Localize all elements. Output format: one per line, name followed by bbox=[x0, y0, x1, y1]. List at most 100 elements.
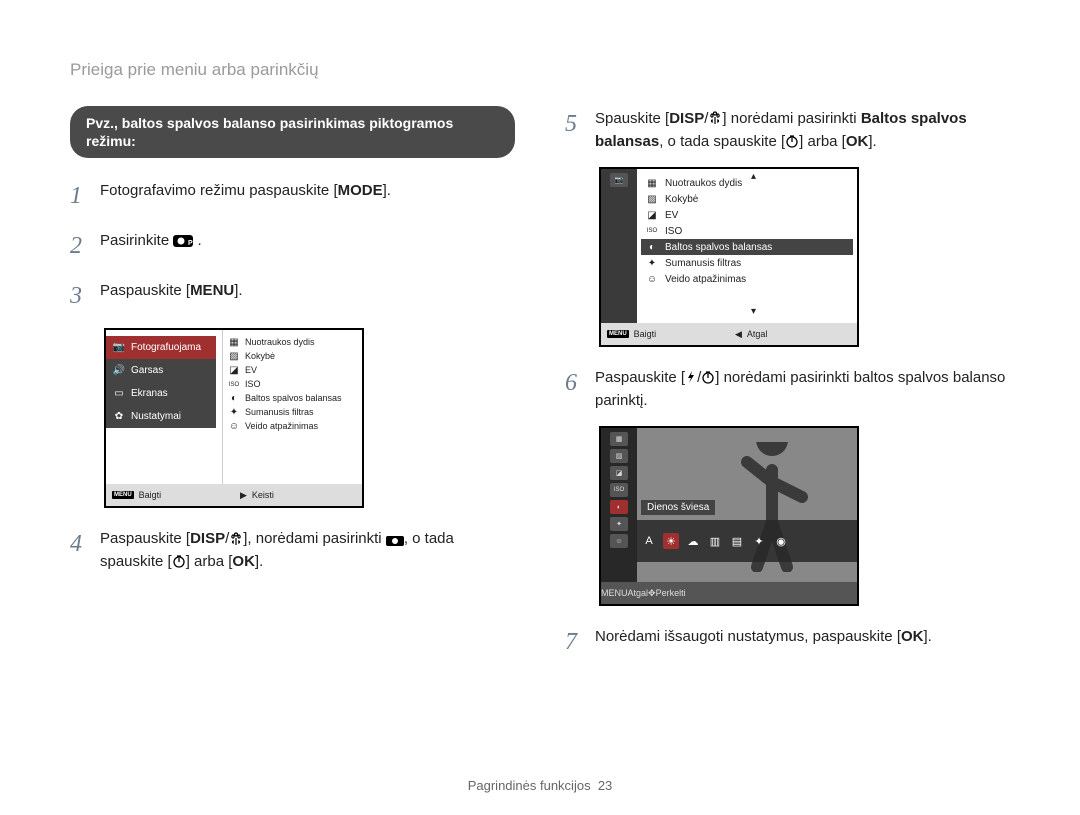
face-icon: ☺ bbox=[645, 273, 659, 285]
step-7: 7 Norėdami išsaugoti nustatymus, paspaus… bbox=[565, 624, 1010, 660]
list-item: ◪EV bbox=[641, 207, 853, 223]
flower-icon bbox=[708, 111, 722, 125]
wb-fluorescent-h-icon: ▥ bbox=[707, 533, 723, 549]
mode-button-label: MODE bbox=[338, 180, 383, 203]
right-arrow-icon: ▶ bbox=[240, 490, 247, 501]
disp-button-label: DISP bbox=[669, 108, 704, 131]
timer-icon bbox=[785, 134, 799, 148]
iso-icon: ISO bbox=[645, 225, 659, 237]
step-num: 4 bbox=[70, 526, 100, 562]
step-body: Pasirinkite P . bbox=[100, 228, 515, 253]
list-item-selected: ◐Baltos spalvos balansas bbox=[641, 239, 853, 255]
ev-icon: ◪ bbox=[227, 365, 241, 377]
step-body: Paspauskite [/] norėdami pasirinkti balt… bbox=[595, 365, 1010, 412]
left-arrow-icon: ◀ bbox=[735, 329, 742, 340]
timer-icon bbox=[172, 554, 186, 568]
quality-icon: ▨ bbox=[610, 449, 628, 463]
wb-icon-selected: ◐ bbox=[610, 500, 628, 514]
step-num: 1 bbox=[70, 178, 100, 214]
step-4: 4 Paspauskite [DISP/], norėdami pasirink… bbox=[70, 526, 515, 573]
step-2: 2 Pasirinkite P . bbox=[70, 228, 515, 264]
menu-sidebar: 📷Fotografuojama 🔊Garsas ▭Ekranas ✿Nustat… bbox=[106, 330, 216, 485]
wb-options: A ☀ ☁ ▥ ▤ ✦ ◉ bbox=[637, 520, 857, 562]
camera-screen-submenu: ▴ 📷 ▦Nuotraukos dydis ▨Kokybė ◪EV ISOISO… bbox=[599, 167, 859, 347]
step-body: Norėdami išsaugoti nustatymus, paspauski… bbox=[595, 624, 1010, 649]
ok-button-label: OK bbox=[846, 131, 869, 154]
step-body: Spauskite [DISP/] norėdami pasirinkti Ba… bbox=[595, 106, 1010, 153]
wb-current-label: Dienos šviesa bbox=[641, 500, 715, 515]
step-body: Fotografavimo režimu paspauskite [MODE]. bbox=[100, 178, 515, 203]
page-footer: Pagrindinės funkcijos 23 bbox=[0, 778, 1080, 793]
step-3: 3 Paspauskite [MENU]. bbox=[70, 278, 515, 314]
face-icon: ☺ bbox=[227, 421, 241, 433]
step-num: 6 bbox=[565, 365, 595, 401]
wb-fluorescent-l-icon: ▤ bbox=[729, 533, 745, 549]
screen-footer: MENUBaigti ▶Keisti bbox=[106, 484, 362, 506]
down-arrow-icon: ▾ bbox=[751, 306, 756, 317]
step-num: 7 bbox=[565, 624, 595, 660]
step-num: 2 bbox=[70, 228, 100, 264]
example-banner: Pvz., baltos spalvos balanso pasirinkima… bbox=[70, 106, 515, 158]
gear-icon: ✿ bbox=[112, 411, 126, 423]
iso-icon: ISO bbox=[610, 483, 628, 497]
ok-button-label: OK bbox=[901, 626, 924, 649]
columns: Pvz., baltos spalvos balanso pasirinkima… bbox=[70, 106, 1010, 674]
screen-footer: MENUBaigti ◀Atgal bbox=[601, 323, 857, 345]
step-1: 1 Fotografavimo režimu paspauskite [MODE… bbox=[70, 178, 515, 214]
iso-icon: ISO bbox=[227, 379, 241, 391]
sidebar-item-display: ▭Ekranas bbox=[106, 382, 216, 405]
wb-icon: ◐ bbox=[227, 393, 241, 405]
wb-tungsten-icon: ✦ bbox=[751, 533, 767, 549]
list-item: ✦Sumanusis filtras bbox=[641, 255, 853, 271]
list-item: ◪EV bbox=[223, 364, 362, 378]
step-body: Paspauskite [MENU]. bbox=[100, 278, 515, 303]
flower-icon bbox=[229, 532, 243, 546]
ev-icon: ◪ bbox=[610, 466, 628, 480]
page-title: Prieiga prie meniu arba parinkčių bbox=[70, 60, 1010, 80]
page: Prieiga prie meniu arba parinkčių Pvz., … bbox=[0, 0, 1080, 704]
step-body: Paspauskite [DISP/], norėdami pasirinkti… bbox=[100, 526, 515, 573]
list-item: ✦Sumanusis filtras bbox=[223, 406, 362, 420]
nav-cross-icon: ✥ bbox=[648, 588, 656, 598]
menu-icon: MENU bbox=[607, 330, 629, 338]
sidebar-item-settings: ✿Nustatymai bbox=[106, 405, 216, 428]
list-item: ☺Veido atpažinimas bbox=[223, 420, 362, 434]
camera-icon: 📷 bbox=[112, 342, 126, 354]
speaker-icon: 🔊 bbox=[112, 365, 126, 377]
menu-button-label: MENU bbox=[190, 280, 234, 303]
menu-list: ▦Nuotraukos dydis ▨Kokybė ◪EV ISOISO ◐Ba… bbox=[222, 330, 362, 485]
display-icon: ▭ bbox=[112, 388, 126, 400]
list-item: ISOISO bbox=[223, 378, 362, 392]
camera-icon bbox=[386, 534, 404, 546]
step-5: 5 Spauskite [DISP/] norėdami pasirinkti … bbox=[565, 106, 1010, 153]
sidebar-item-sound: 🔊Garsas bbox=[106, 359, 216, 382]
menu-icon: MENU bbox=[112, 491, 134, 499]
wb-custom-icon: ◉ bbox=[773, 533, 789, 549]
quality-icon: ▨ bbox=[645, 193, 659, 205]
submenu-list: ▦Nuotraukos dydis ▨Kokybė ◪EV ISOISO ◐Ba… bbox=[637, 169, 857, 323]
quality-icon: ▨ bbox=[227, 351, 241, 363]
wb-icon: ◐ bbox=[645, 241, 659, 253]
right-column: 5 Spauskite [DISP/] norėdami pasirinkti … bbox=[565, 106, 1010, 674]
wb-daylight-icon: ☀ bbox=[663, 533, 679, 549]
camera-tab-icon: 📷 bbox=[610, 173, 628, 187]
filter-icon: ✦ bbox=[610, 517, 628, 531]
wb-auto-icon: A bbox=[641, 533, 657, 549]
disp-button-label: DISP bbox=[190, 528, 225, 551]
step-num: 5 bbox=[565, 106, 595, 142]
screen-footer: MENUAtgal ✥Perkelti bbox=[601, 582, 857, 604]
ok-button-label: OK bbox=[232, 551, 255, 574]
list-item: ▨Kokybė bbox=[641, 191, 853, 207]
list-item: ☺Veido atpažinimas bbox=[641, 271, 853, 287]
step-6: 6 Paspauskite [/] norėdami pasirinkti ba… bbox=[565, 365, 1010, 412]
step-num: 3 bbox=[70, 278, 100, 314]
sidebar-item-photo: 📷Fotografuojama bbox=[106, 336, 216, 359]
timer-icon bbox=[701, 370, 715, 384]
list-item: ▨Kokybė bbox=[223, 350, 362, 364]
svg-text:P: P bbox=[188, 240, 193, 247]
icon-sidebar: ▦ ▨ ◪ ISO ◐ ✦ ☺ bbox=[601, 428, 637, 582]
list-item: ISOISO bbox=[641, 223, 853, 239]
size-icon: ▦ bbox=[227, 337, 241, 349]
filter-icon: ✦ bbox=[645, 257, 659, 269]
size-icon: ▦ bbox=[610, 432, 628, 446]
